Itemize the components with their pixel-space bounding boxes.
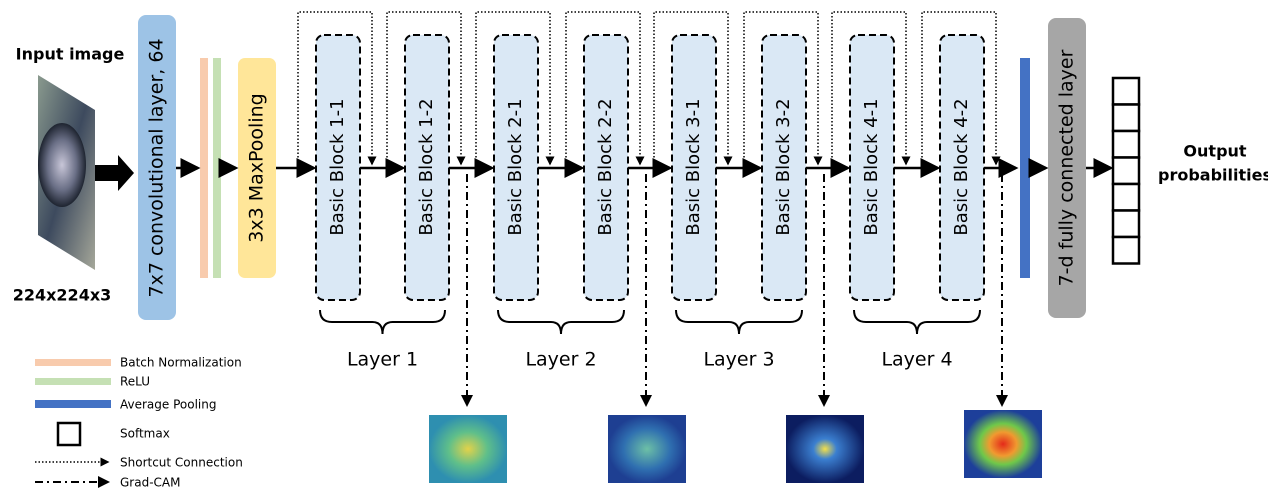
softmax-cell [1113,237,1139,264]
layer-label: Layer 1 [347,349,418,371]
output-label: Output [1183,142,1246,161]
avg-pool-bar [1020,58,1030,278]
legend-label: ReLU [120,375,150,389]
block-label: Basic Block 1-2 [416,98,437,235]
legend-swatch [58,423,80,445]
block-label: Basic Block 2-1 [505,98,526,235]
legend-swatch [35,400,111,408]
input-title: Input image [16,45,125,64]
softmax-cell [1113,131,1139,158]
conv-label: 7x7 convolutional layer, 64 [146,38,168,297]
input-image-iris [38,123,86,207]
fc-label: 7-d fully connected layer [1056,49,1078,286]
input-size: 224x224x3 [13,286,112,305]
softmax-cell [1113,158,1139,185]
legend-label: Grad-CAM [120,476,180,490]
layer-brace [320,310,445,334]
softmax-cell [1113,211,1139,238]
layer-label: Layer 2 [525,349,596,371]
softmax-cell [1113,78,1139,105]
legend-label: Shortcut Connection [120,456,243,470]
softmax-cell [1113,105,1139,132]
big-arrow [95,155,134,191]
block-label: Basic Block 4-1 [861,98,882,235]
grad-cam-heatmap [429,415,507,483]
block-label: Basic Block 4-2 [951,98,972,235]
softmax-cell [1113,184,1139,211]
layer-brace [854,310,980,334]
block-label: Basic Block 1-1 [327,98,348,235]
grad-cam-heatmap [608,415,686,483]
diagram: Input image 224x224x3 7x7 convolutional … [0,0,1268,493]
legend-label: Softmax [120,427,170,441]
layer-label: Layer 4 [881,349,952,371]
maxpool-label: 3x3 MaxPooling [246,93,268,242]
legend-swatch [35,378,111,385]
block-label: Basic Block 2-2 [595,98,616,235]
softmax-output [1113,78,1139,264]
layer-brace [676,310,802,334]
relu-bar [213,58,221,278]
legend-swatch [35,359,111,366]
grad-cam-heatmap [964,410,1042,478]
grad-cam-heatmap [786,415,864,483]
output-label: probabilities [1158,166,1268,185]
legend-label: Batch Normalization [120,356,242,370]
layer-brace [498,310,624,334]
batch-norm-bar [200,58,208,278]
layer-label: Layer 3 [703,349,774,371]
block-label: Basic Block 3-1 [683,98,704,235]
block-label: Basic Block 3-2 [773,98,794,235]
legend-label: Average Pooling [120,398,216,412]
